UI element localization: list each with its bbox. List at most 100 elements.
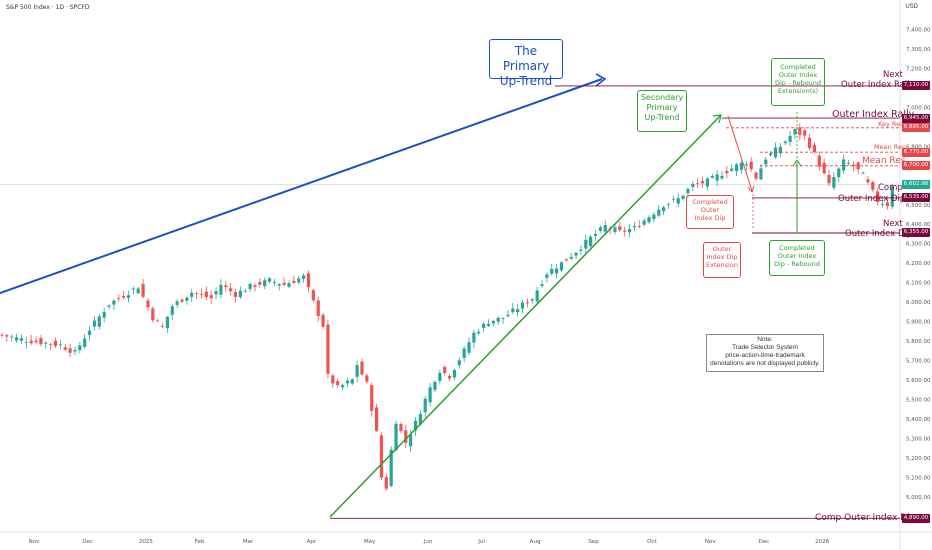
candle-body [355,365,359,377]
price-tag: 4,890.00 [902,513,930,523]
x-tick-label: 2025 [139,539,153,545]
candle-body [151,308,155,321]
candle-body [302,275,306,279]
candle-body [676,198,680,204]
candle-body [209,295,213,299]
dip-arrow-line [727,115,753,192]
y-tick-label: 6,400.00 [906,222,931,228]
dip-extension-callout: Outer Index Dip Extension [703,242,741,278]
candle-body [258,281,262,285]
x-tick-label: Feb [195,539,205,545]
y-tick-label: 5,500.00 [906,398,931,404]
candle-body [817,155,821,167]
candle-body [880,204,885,205]
candle-body [710,176,714,178]
candle-body [807,137,812,149]
candle-body [540,284,544,287]
cdip-line-1: Completed [692,198,728,206]
candle-body [10,336,14,338]
candle-body [102,312,106,318]
dext-line-3: Extension [706,261,738,269]
x-tick-label: Oct [647,539,657,545]
candle-body [447,375,452,379]
x-tick-label: Dec [758,539,769,545]
candle-body [394,423,398,451]
x-tick-label: 2026 [815,539,829,545]
candle-body [842,159,846,171]
primary-uptrend-callout: The Primary Up-Trend [489,39,563,88]
price-tag: 6,700.00 [902,161,930,171]
price-tag: 6,895.00 [902,123,930,133]
candle-body [477,331,481,334]
y-tick-label: 5,300.00 [906,436,931,442]
candle-body [798,127,802,135]
candle-body [233,292,238,297]
candle-body [501,318,505,319]
y-tick-label: 6,800.00 [906,144,931,150]
secondary-trend-line [329,114,722,518]
candle-body [165,316,170,329]
candle-body [598,227,602,231]
candle-body [253,285,257,287]
candle-body [350,379,354,384]
candle-body [720,175,724,179]
candle-body [681,195,685,200]
candle-body [885,202,890,207]
price-tag: 6,355.00 [902,228,930,238]
candle-body [793,129,797,135]
note-line-1: Note: [757,336,773,343]
reb-line-1: Completed [779,244,815,252]
y-tick-label: 5,600.00 [906,378,931,384]
x-tick-label: Jun [423,539,433,545]
candle-body [267,278,272,282]
candle-body [340,384,345,388]
next-dip-label-1: Next [883,219,903,229]
candle-body [58,344,62,346]
candle-body [579,249,583,252]
y-tick-label: 5,800.00 [906,339,931,345]
rext-line-1: Completed [780,63,816,71]
candle-body [78,345,82,351]
candle-body [107,305,111,307]
note-box: Note: Trade Selector System price-action… [706,334,824,372]
dip-arrow-icon [747,185,755,194]
candle-body [219,284,223,295]
candle-body [603,225,607,232]
candle-body [700,181,705,184]
candle-body [613,227,617,233]
y-tick-label: 6,000.00 [906,300,931,306]
candle-body [49,344,53,346]
rext-line-2: Outer Index [778,71,818,79]
candle-body [486,323,491,326]
candle-body [321,314,325,327]
candle-body [846,163,851,164]
y-tick-label: 6,300.00 [906,242,931,248]
candle-body [686,189,690,194]
candle-body [24,342,28,343]
candle-body [0,334,4,336]
rebound-arrow-icon [792,159,802,167]
candle-body [530,299,534,301]
candle-body [282,282,286,285]
candle-body [87,330,92,336]
candle-body [457,360,461,366]
candle-body [204,291,208,298]
candle-body [511,308,515,313]
candle-body [657,209,661,216]
candle-body [326,324,330,374]
candle-body [389,449,393,486]
candle-body [272,282,277,283]
price-tag: 6,602.98 [902,180,930,190]
candle-body [759,168,763,180]
candle-body [822,162,826,174]
candle-body [730,168,734,171]
candle-body [199,293,204,295]
candle-body [632,226,637,228]
y-tick-label: 5,100.00 [906,475,931,481]
candle-body [365,375,369,382]
candle-body [876,191,880,203]
rext-line-4: Extension(s) [777,87,819,95]
candle-body [827,174,831,184]
candle-body [696,183,700,185]
